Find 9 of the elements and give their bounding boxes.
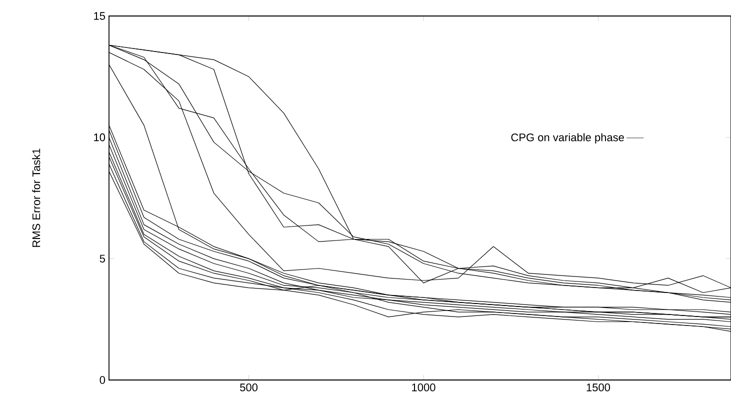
y-tick-label: 0 — [100, 376, 106, 384]
y-tick-label: 10 — [94, 133, 106, 142]
x-tick-label: 500 — [240, 384, 258, 392]
legend-label: CPG on variable phase — [511, 133, 624, 144]
y-axis-title: RMS Error for Task1 — [32, 148, 40, 247]
x-tick-label: 1000 — [412, 384, 436, 392]
y-tick-label: 5 — [100, 254, 106, 263]
y-tick-label: 15 — [94, 12, 106, 20]
x-tick-label: 1500 — [586, 384, 610, 392]
